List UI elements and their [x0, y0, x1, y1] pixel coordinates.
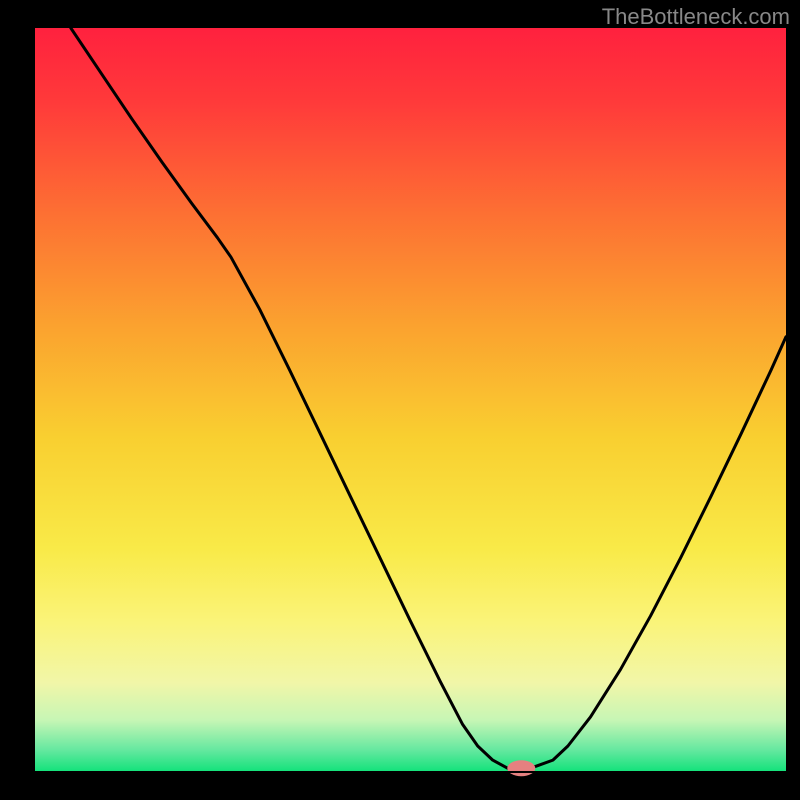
chart-container: TheBottleneck.com [0, 0, 800, 800]
chart-svg [0, 0, 800, 800]
watermark: TheBottleneck.com [602, 4, 790, 30]
optimal-marker [507, 760, 535, 776]
plot-group [34, 28, 786, 776]
